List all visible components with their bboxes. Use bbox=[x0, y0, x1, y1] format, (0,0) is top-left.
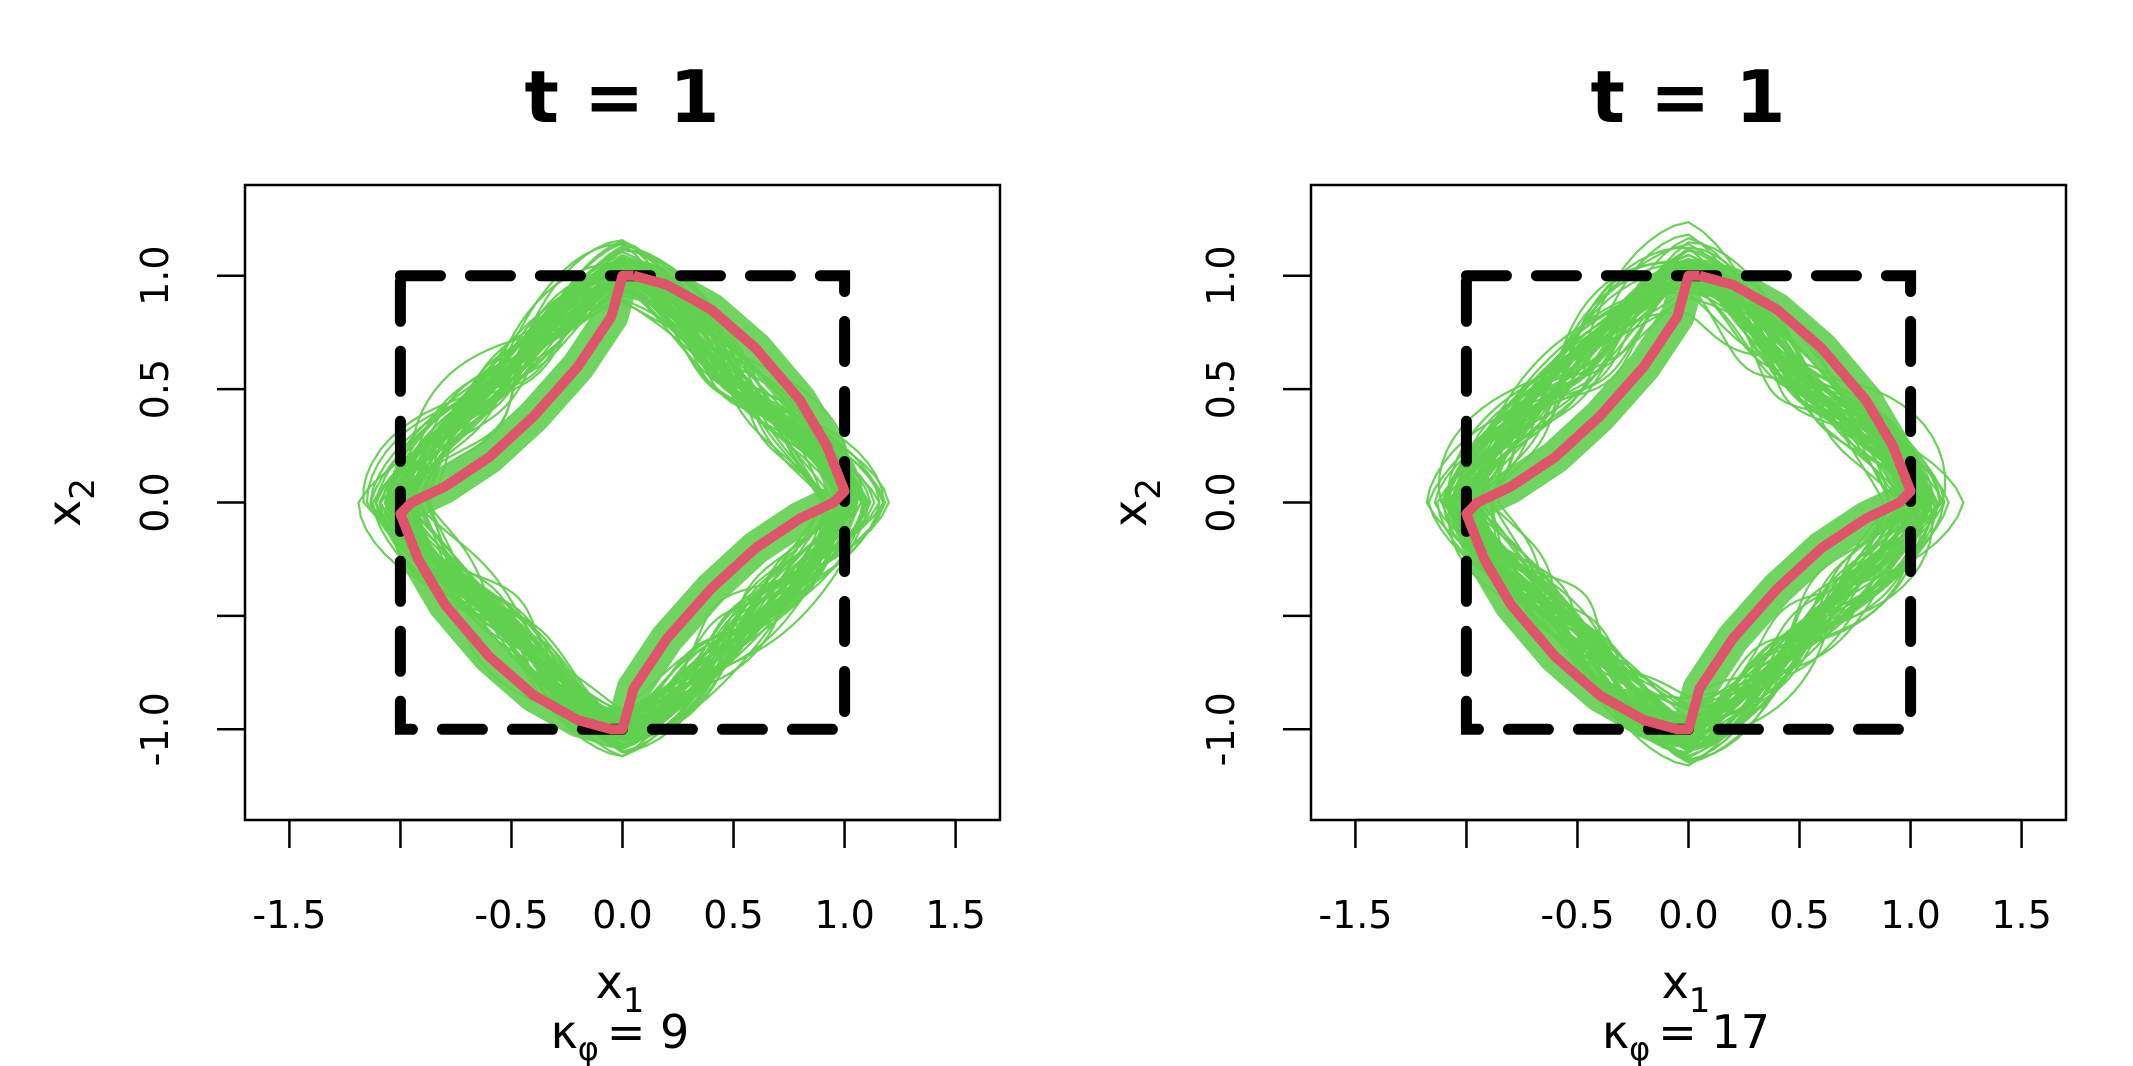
y-tick-label: 1.0 bbox=[133, 245, 177, 305]
y-tick-label: 0.0 bbox=[1199, 472, 1243, 532]
y-axis-label: x2 bbox=[37, 478, 103, 527]
kappa-caption: κφ = 17 bbox=[1602, 1005, 1770, 1066]
x-tick-label: 0.0 bbox=[592, 893, 652, 937]
kappa-caption-sub: φ bbox=[1629, 1030, 1650, 1066]
sample-curve bbox=[379, 279, 844, 722]
sample-curve bbox=[389, 285, 852, 717]
x-tick-label: 1.0 bbox=[1880, 893, 1940, 937]
x-tick-label: -1.5 bbox=[1318, 893, 1392, 937]
kappa-caption-value: = 9 bbox=[607, 1005, 689, 1059]
sample-curve bbox=[385, 278, 859, 727]
y-tick-label: 0.5 bbox=[1199, 359, 1243, 419]
sample-curve bbox=[1449, 260, 1925, 742]
x-tick-label: 1.5 bbox=[1991, 893, 2051, 937]
panel-kappa-17: t = 1-1.5 -0.5 0.0 0.5 1.0 1.5-1.00.00.51.0x1… bbox=[1103, 55, 2068, 1066]
y-tick-label: -1.0 bbox=[133, 692, 177, 766]
x-tick-label: 0.5 bbox=[1769, 893, 1829, 937]
y-axis-label-sub: 2 bbox=[1129, 478, 1169, 500]
reference-square bbox=[1460, 270, 1917, 735]
sample-curve bbox=[402, 262, 844, 740]
sample-curve bbox=[398, 274, 844, 732]
y-tick-label: -1.0 bbox=[1199, 692, 1243, 766]
x-tick-label: 0.5 bbox=[703, 893, 763, 937]
sample-curve bbox=[395, 274, 857, 724]
y-axis-label: x2 bbox=[1103, 478, 1169, 527]
chart-title: t = 1 bbox=[525, 55, 720, 139]
x-tick-label: 1.0 bbox=[814, 893, 874, 937]
sample-curve bbox=[378, 260, 841, 721]
y-tick-label: 1.0 bbox=[1199, 245, 1243, 305]
true-curve bbox=[1461, 270, 1916, 735]
x-tick-label: -0.5 bbox=[1540, 893, 1614, 937]
sample-curve bbox=[1467, 270, 1906, 735]
x-tick-label: -0.5 bbox=[474, 893, 548, 937]
sample-curve bbox=[362, 270, 845, 716]
y-axis-label-sub: 2 bbox=[63, 478, 103, 500]
reference-square bbox=[394, 270, 851, 735]
kappa-caption: κφ = 9 bbox=[551, 1005, 690, 1066]
sample-curve bbox=[1469, 266, 1917, 734]
x-tick-label: 0.0 bbox=[1658, 893, 1718, 937]
chart-title: t = 1 bbox=[1591, 55, 1786, 139]
sample-curve bbox=[390, 265, 856, 748]
x-axis-label-sub: 1 bbox=[1689, 981, 1711, 1021]
x-tick-label: 1.5 bbox=[925, 893, 985, 937]
x-axis-label-sub: 1 bbox=[623, 981, 645, 1021]
kappa-caption-value: = 17 bbox=[1658, 1005, 1770, 1059]
sample-band bbox=[383, 258, 862, 747]
y-tick-label: 0.5 bbox=[133, 359, 177, 419]
sample-curve bbox=[383, 282, 850, 722]
true-curve bbox=[395, 270, 850, 735]
sample-curve bbox=[393, 270, 851, 722]
sample-band bbox=[1449, 258, 1928, 747]
y-tick-label: 0.0 bbox=[133, 472, 177, 532]
x-tick-label: -1.5 bbox=[252, 893, 326, 937]
sample-curve bbox=[369, 281, 855, 737]
panel-kappa-9: t = 1-1.5 -0.5 0.0 0.5 1.0 1.5-1.00.00.51.0x1… bbox=[37, 55, 1002, 1066]
kappa-caption-sub: φ bbox=[578, 1030, 599, 1066]
